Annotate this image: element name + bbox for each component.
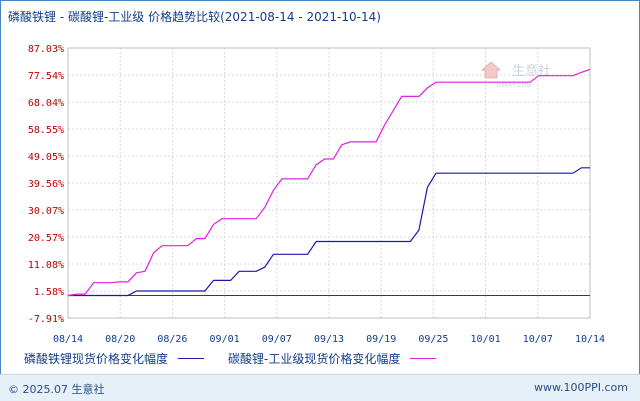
x-tick-label: 10/01 xyxy=(471,334,501,345)
x-tick-label: 09/07 xyxy=(262,334,292,345)
chart-title-text: 磷酸铁锂 - 碳酸锂-工业级 价格趋势比较 xyxy=(8,10,221,24)
y-tick-label: 20.57% xyxy=(28,233,64,244)
x-axis-ticks: 08/14 08/20 08/26 09/01 09/07 09/13 09/19 09/25… xyxy=(53,334,605,345)
y-tick-label: 49.05% xyxy=(28,152,64,163)
chart-title: 磷酸铁锂 - 碳酸锂-工业级 价格趋势比较(2021-08-14 - 2021-… xyxy=(8,8,381,25)
legend-swatch-lfp xyxy=(178,358,205,359)
legend-label-lithium-carbonate: 碳酸锂-工业级现货价格变化幅度 xyxy=(228,352,401,366)
chart-grid xyxy=(67,47,591,319)
y-tick-label: 77.54% xyxy=(28,71,64,82)
y-tick-label: 58.55% xyxy=(28,125,64,136)
y-tick-label: 30.07% xyxy=(28,206,64,217)
legend-swatch-lithium-carbonate xyxy=(410,358,437,359)
chart-date-range: (2021-08-14 - 2021-10-14) xyxy=(220,10,381,24)
x-tick-label: 09/01 xyxy=(210,334,240,345)
series-lines xyxy=(67,68,591,297)
x-tick-label: 08/20 xyxy=(105,334,135,345)
y-tick-label: 39.56% xyxy=(28,179,64,190)
y-tick-label: 68.04% xyxy=(28,98,64,109)
watermark-subtext: 100PPI.COM xyxy=(496,83,531,89)
footer-bar: © 2025.07 生意社 www.100PPI.com xyxy=(0,374,640,401)
footer-site-link[interactable]: www.100PPI.com xyxy=(534,381,628,394)
chart-legend: 磷酸铁锂现货价格变化幅度 碳酸锂-工业级现货价格变化幅度 xyxy=(24,350,460,367)
y-axis-ticks: 87.03% 77.54% 68.04% 58.55% 49.05% 39.56% 30.0… xyxy=(28,44,64,325)
legend-label-lfp: 磷酸铁锂现货价格变化幅度 xyxy=(24,352,169,366)
watermark-text: 生意社 xyxy=(512,63,551,78)
watermark-logo: 生意社 100PPI.COM xyxy=(480,61,551,89)
y-tick-label: 11.08% xyxy=(28,260,64,271)
x-tick-label: 10/07 xyxy=(523,334,553,345)
x-tick-label: 09/25 xyxy=(418,334,448,345)
x-tick-label: 09/13 xyxy=(314,334,344,345)
y-tick-label: 1.58% xyxy=(34,287,64,298)
series-line-lithium-carbonate xyxy=(67,68,591,297)
x-tick-label: 10/14 xyxy=(575,334,605,345)
plot-border xyxy=(67,47,591,319)
x-tick-label: 08/26 xyxy=(157,334,187,345)
series-line-lfp xyxy=(68,167,590,297)
x-tick-label: 08/14 xyxy=(53,334,83,345)
x-tick-label: 09/19 xyxy=(366,334,396,345)
footer-copyright: © 2025.07 生意社 xyxy=(8,383,105,396)
y-tick-label: -7.91% xyxy=(28,314,64,325)
y-tick-label: 87.03% xyxy=(28,44,64,55)
